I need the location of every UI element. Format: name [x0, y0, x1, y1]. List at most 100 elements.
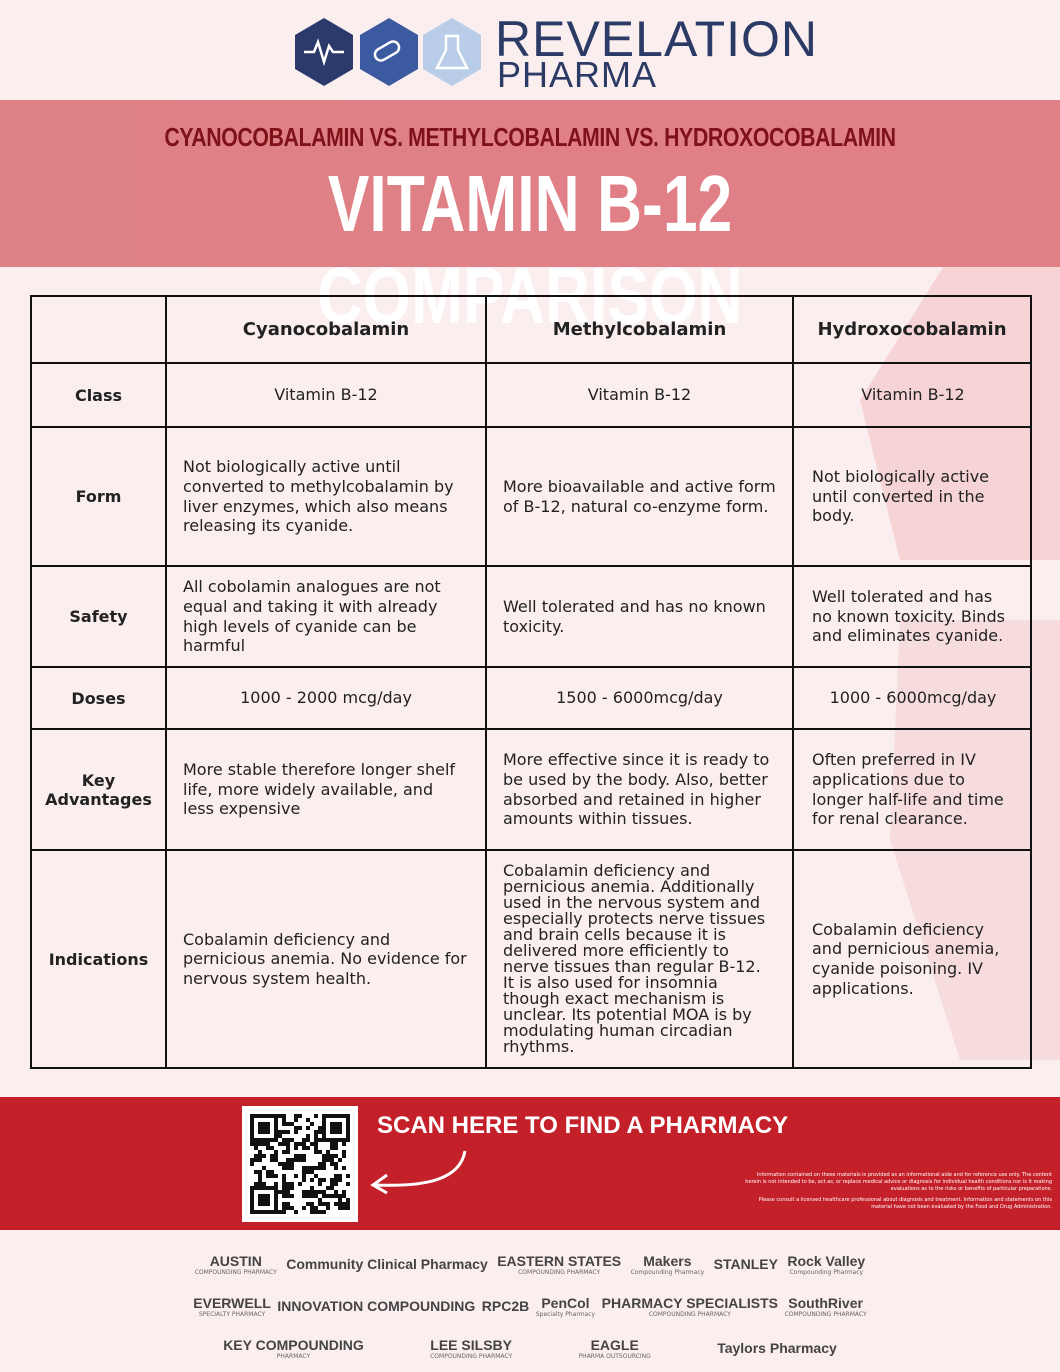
pharmacy-name: LEE SILSBY	[430, 1336, 512, 1353]
cell: Cobalamin deficiency and pernicious anem…	[485, 849, 794, 1069]
pharmacy-sub: COMPOUNDING PHARMACY	[518, 1268, 601, 1276]
qr-module	[290, 1158, 294, 1162]
qr-module	[302, 1174, 306, 1178]
qr-module	[334, 1182, 338, 1186]
qr-module	[334, 1202, 338, 1206]
qr-module	[294, 1114, 298, 1118]
qr-module	[322, 1154, 326, 1158]
qr-module	[290, 1138, 294, 1142]
corner-cell	[30, 295, 167, 364]
pharmacy-name: EAGLE	[590, 1336, 639, 1353]
qr-module	[258, 1154, 262, 1158]
qr-module	[302, 1154, 306, 1158]
qr-module	[266, 1146, 270, 1150]
pharmacy-sub: COMPOUNDING PHARMACY	[784, 1310, 867, 1318]
qr-module	[334, 1194, 338, 1198]
qr-module	[322, 1162, 326, 1166]
qr-module	[346, 1206, 350, 1210]
qr-module	[342, 1166, 346, 1170]
qr-module	[314, 1190, 318, 1194]
qr-module	[342, 1194, 346, 1198]
pharmacy-logo: INNOVATION COMPOUNDING	[277, 1298, 475, 1314]
qr-module	[338, 1174, 342, 1178]
qr-module	[306, 1138, 310, 1142]
pharmacy-logo: EAGLE PHARMA OUTSOURCING	[579, 1337, 651, 1360]
qr-module	[318, 1198, 322, 1202]
qr-module	[282, 1166, 286, 1170]
qr-module	[282, 1122, 286, 1126]
qr-module	[274, 1154, 278, 1158]
qr-module	[318, 1190, 322, 1194]
footer-band	[0, 1097, 1060, 1230]
cell: 1000 - 6000mcg/day	[792, 666, 1032, 730]
qr-module	[298, 1158, 302, 1162]
qr-module	[282, 1174, 286, 1178]
qr-module	[346, 1174, 350, 1178]
cell: Cobalamin deficiency and pernicious anem…	[792, 849, 1032, 1069]
qr-module	[282, 1206, 286, 1210]
pharmacy-sub: Specialty Pharmacy	[535, 1310, 596, 1318]
cell: Not biologically active until converted …	[792, 426, 1032, 567]
qr-module	[290, 1166, 294, 1170]
qr-module	[306, 1166, 310, 1170]
pharmacy-logo: STANLEY	[714, 1256, 778, 1272]
cta: SCAN HERE TO FIND A PHARMACY	[377, 1112, 789, 1139]
qr-module	[298, 1182, 302, 1186]
pharmacy-name: RPC2B	[481, 1298, 530, 1314]
cell: More bioavailable and active form of B-1…	[485, 426, 794, 567]
disclaimer-paragraph: Information contained on these materials…	[745, 1172, 1052, 1192]
row-label: Class	[30, 362, 167, 428]
pharmacy-logo: PenCol Specialty Pharmacy	[536, 1295, 595, 1318]
qr-module	[314, 1210, 318, 1214]
qr-module	[294, 1142, 298, 1146]
qr-module	[254, 1154, 258, 1158]
qr-module	[258, 1150, 262, 1154]
qr-module	[302, 1166, 306, 1170]
pharmacy-name: INNOVATION COMPOUNDING	[277, 1298, 476, 1314]
pharmacy-logo: KEY COMPOUNDING PHARMACY	[223, 1337, 364, 1360]
qr-module	[258, 1194, 270, 1206]
qr-module	[338, 1206, 342, 1210]
qr-module	[250, 1142, 254, 1146]
header-row: Cyanocobalamin Methylcobalamin Hydroxocoba…	[30, 295, 1032, 364]
pharmacy-name: PHARMACY SPECIALISTS	[601, 1294, 778, 1311]
qr-module	[258, 1174, 262, 1178]
column-header: Methylcobalamin	[485, 295, 794, 364]
qr-module	[314, 1166, 318, 1170]
qr-module	[298, 1126, 302, 1130]
cell: Vitamin B-12	[165, 362, 487, 428]
qr-module	[322, 1178, 326, 1182]
qr-module	[342, 1154, 346, 1158]
row-label: Doses	[30, 666, 167, 730]
qr-module	[286, 1130, 290, 1134]
qr-module	[338, 1202, 342, 1206]
pharmacy-name: Makers	[643, 1252, 692, 1269]
cell: Well tolerated and has no known toxicity…	[792, 565, 1032, 668]
cell: Well tolerated and has no known toxicity…	[485, 565, 794, 668]
pharmacy-name: Community Clinical Pharmacy	[286, 1256, 488, 1272]
logo-icons	[295, 18, 481, 86]
qr-module	[330, 1154, 334, 1158]
cell: 1000 - 2000 mcg/day	[165, 666, 487, 730]
qr-module	[318, 1162, 322, 1166]
qr-module	[318, 1182, 322, 1186]
cell: Cobalamin deficiency and pernicious anem…	[165, 849, 487, 1069]
row: Class Vitamin B-12 Vitamin B-12 Vitamin B-1…	[30, 362, 1032, 428]
qr-module	[310, 1170, 314, 1174]
pharmacy-logo: RPC2B	[482, 1298, 529, 1314]
qr-module	[314, 1142, 318, 1146]
qr-module	[322, 1202, 326, 1206]
qr-module	[282, 1138, 286, 1142]
qr-module	[306, 1126, 310, 1130]
qr-module	[310, 1178, 314, 1182]
qr-module	[258, 1122, 270, 1134]
pharmacy-logo: Makers Compounding Pharmacy	[631, 1253, 705, 1276]
qr-module	[334, 1154, 338, 1158]
pharmacy-name: Taylors Pharmacy	[717, 1340, 837, 1356]
cell: Vitamin B-12	[485, 362, 794, 428]
qr-module	[254, 1182, 258, 1186]
qr-module	[314, 1206, 318, 1210]
qr-module	[286, 1186, 290, 1190]
qr-module	[318, 1138, 322, 1142]
qr-module	[330, 1194, 334, 1198]
